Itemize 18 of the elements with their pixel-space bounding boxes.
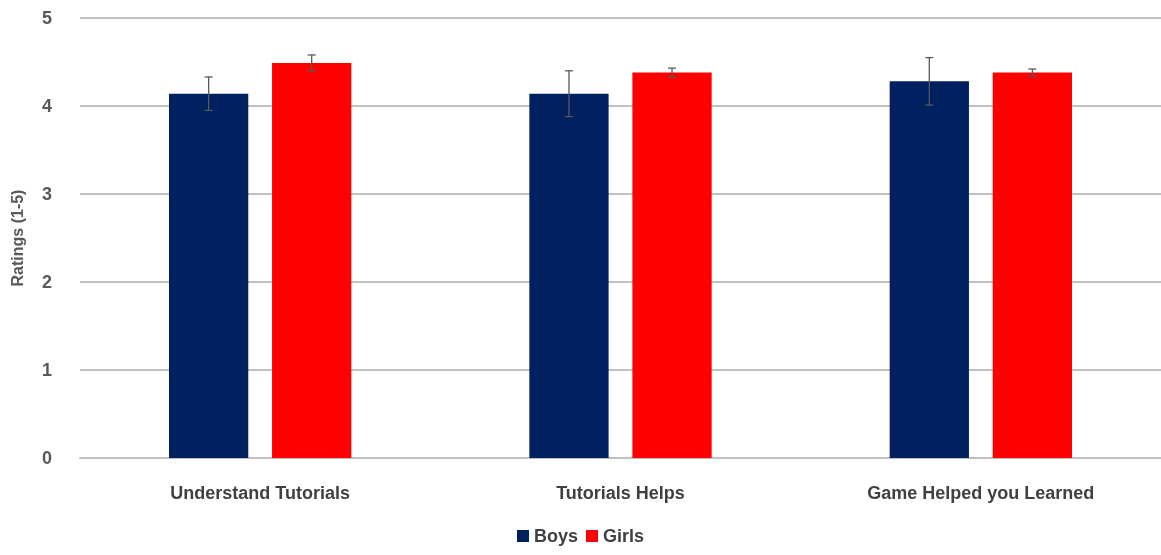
y-tick-label: 0: [41, 448, 52, 468]
bar: [632, 72, 712, 458]
legend-label: Boys: [533, 526, 578, 546]
x-tick-label: Game Helped you Learned: [867, 483, 1095, 503]
y-tick-label: 3: [41, 184, 52, 204]
bar: [272, 62, 352, 458]
y-tick-label: 5: [41, 8, 52, 28]
y-tick-label: 2: [41, 272, 52, 292]
bar: [169, 93, 249, 458]
bar: [889, 81, 969, 458]
y-tick-label: 4: [41, 96, 52, 116]
bar: [529, 93, 609, 458]
bar: [992, 72, 1072, 458]
y-axis-title: Ratings (1-5): [8, 189, 26, 287]
x-tick-label: Tutorials Helps: [556, 483, 685, 503]
y-tick-label: 1: [41, 360, 52, 380]
legend-label: Girls: [603, 526, 645, 546]
x-tick-label: Understand Tutorials: [170, 483, 351, 503]
